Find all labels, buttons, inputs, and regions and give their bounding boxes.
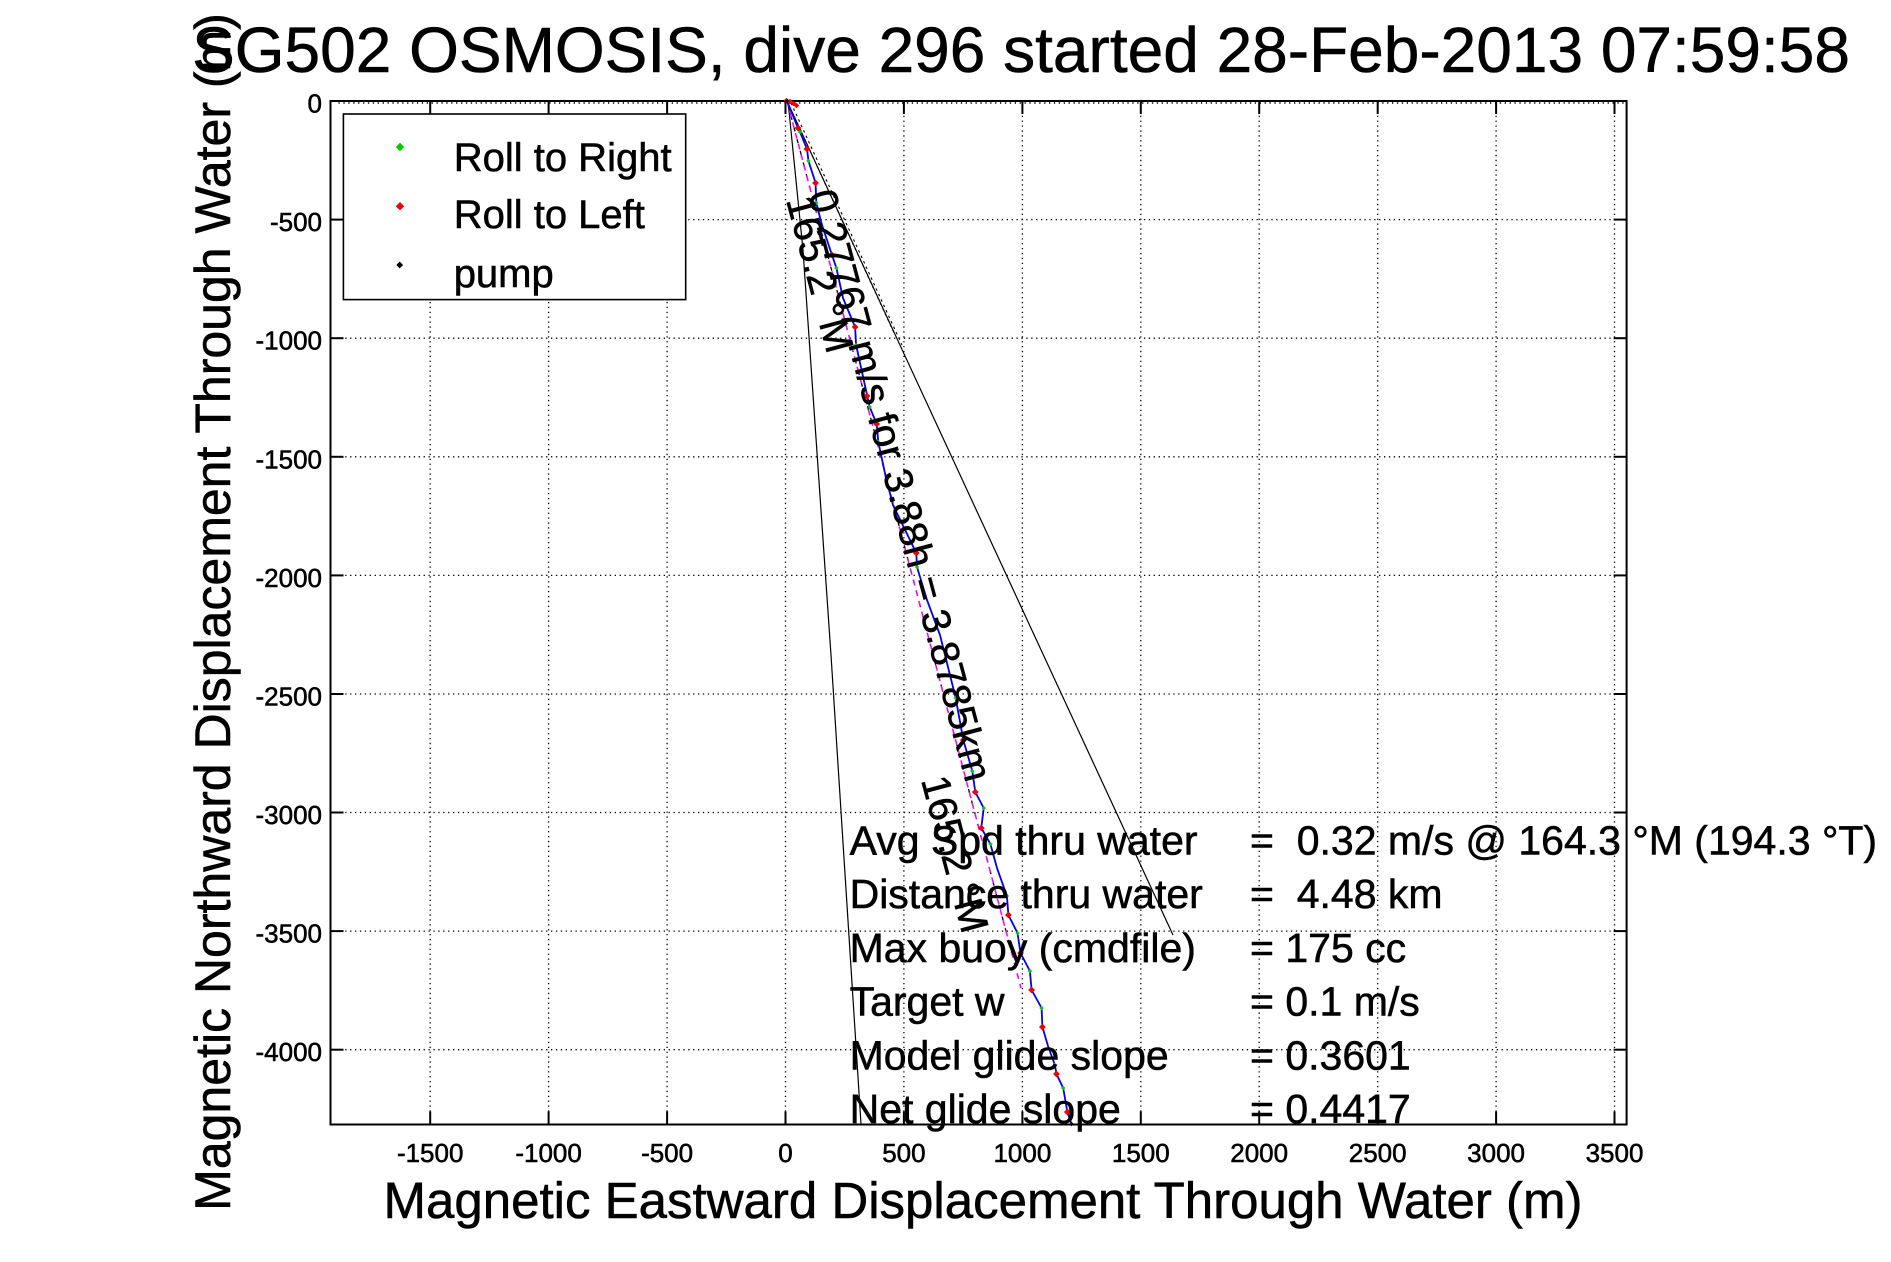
svg-text:pump: pump xyxy=(454,252,554,296)
svg-text:-500: -500 xyxy=(641,1138,693,1168)
svg-text:= 0.1 m/s: = 0.1 m/s xyxy=(1250,979,1420,1025)
svg-text:Net glide slope: Net glide slope xyxy=(850,1086,1121,1132)
svg-text:3000: 3000 xyxy=(1467,1138,1525,1168)
svg-text:Magnetic Eastward Displacement: Magnetic Eastward Displacement Through W… xyxy=(384,1172,1583,1229)
svg-text:Magnetic Northward Displacemen: Magnetic Northward Displacement Through … xyxy=(185,13,241,1211)
svg-text:2500: 2500 xyxy=(1349,1138,1407,1168)
svg-text:= 0.32 m/s @ 164.3 °M (194.3: = 0.32 m/s @ 164.3 °M (194.3 °T) xyxy=(1250,818,1877,864)
svg-text:1500: 1500 xyxy=(1112,1138,1170,1168)
svg-text:Avg Spd thru water: Avg Spd thru water xyxy=(850,818,1198,864)
svg-text:-1000: -1000 xyxy=(256,326,323,356)
svg-text:3500: 3500 xyxy=(1586,1138,1644,1168)
svg-text:SG502 OSMOSIS, dive 296 starte: SG502 OSMOSIS, dive 296 started 28-Feb-2… xyxy=(192,14,1850,86)
svg-text:2000: 2000 xyxy=(1230,1138,1288,1168)
svg-text:-500: -500 xyxy=(270,207,322,237)
svg-text:-1000: -1000 xyxy=(515,1138,582,1168)
svg-text:-3000: -3000 xyxy=(256,800,323,830)
svg-text:500: 500 xyxy=(882,1138,925,1168)
svg-text:0: 0 xyxy=(778,1138,792,1168)
svg-text:-4000: -4000 xyxy=(256,1037,323,1067)
svg-text:0: 0 xyxy=(308,89,322,119)
svg-text:Roll to Left: Roll to Left xyxy=(454,193,645,237)
svg-text:Distance thru water: Distance thru water xyxy=(850,871,1203,917)
svg-text:= 175 cc: = 175 cc xyxy=(1250,925,1406,971)
svg-text:= 4.48 km: = 4.48 km xyxy=(1250,871,1443,917)
svg-text:Target w: Target w xyxy=(850,979,1005,1025)
svg-text:= 0.4417: = 0.4417 xyxy=(1250,1086,1411,1132)
svg-text:-1500: -1500 xyxy=(256,444,323,474)
svg-text:-2000: -2000 xyxy=(256,563,323,593)
svg-text:Model glide slope: Model glide slope xyxy=(850,1032,1169,1078)
svg-text:-2500: -2500 xyxy=(256,682,323,712)
svg-text:1000: 1000 xyxy=(993,1138,1051,1168)
svg-text:-1500: -1500 xyxy=(397,1138,464,1168)
svg-text:Max buoy (cmdfile): Max buoy (cmdfile) xyxy=(850,925,1196,971)
svg-text:= 0.3601: = 0.3601 xyxy=(1250,1032,1411,1078)
svg-text:Roll to Right: Roll to Right xyxy=(454,136,672,180)
svg-text:-3500: -3500 xyxy=(256,919,323,949)
